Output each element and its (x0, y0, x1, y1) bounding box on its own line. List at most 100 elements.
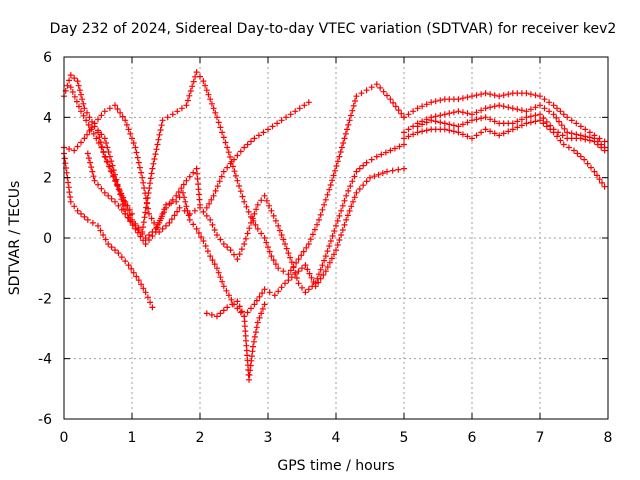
data-point (523, 114, 530, 121)
data-point (307, 236, 314, 243)
data-point (98, 185, 105, 192)
data-point (218, 173, 225, 180)
data-point (299, 284, 305, 291)
data-point (229, 301, 236, 308)
data-point (428, 117, 435, 124)
data-point (384, 168, 390, 175)
data-point (329, 233, 336, 239)
data-point (328, 255, 335, 262)
series-track-d (61, 102, 407, 296)
data-point (95, 116, 101, 123)
data-point (225, 292, 232, 299)
data-point (305, 99, 312, 106)
x-tick-label: 6 (468, 430, 477, 446)
data-point (275, 265, 282, 272)
data-point (148, 170, 155, 177)
data-point (360, 162, 367, 169)
data-point (308, 274, 315, 281)
data-point (133, 273, 140, 280)
data-point (287, 111, 294, 118)
data-point (342, 130, 349, 137)
data-point (500, 92, 507, 99)
data-point (81, 213, 88, 220)
data-point (112, 198, 118, 205)
data-point (560, 111, 567, 118)
data-point (85, 155, 92, 162)
data-point (168, 216, 175, 223)
data-point (391, 145, 398, 152)
data-point (347, 183, 354, 190)
data-point (334, 217, 341, 224)
data-point (118, 254, 125, 261)
data-point (241, 198, 248, 205)
data-point (217, 274, 224, 281)
data-point (200, 78, 207, 85)
y-axis-label: SDTVAR / TECUs (7, 181, 23, 296)
data-point (390, 99, 397, 106)
data-point (292, 108, 299, 115)
data-point (491, 92, 498, 99)
data-point (164, 114, 171, 121)
data-point (64, 82, 71, 89)
data-point (105, 163, 112, 170)
data-point (91, 177, 98, 184)
data-point (594, 141, 601, 148)
data-point (338, 144, 345, 151)
data-point (334, 158, 341, 165)
data-point (193, 225, 200, 232)
data-point (464, 133, 471, 140)
data-point (208, 311, 215, 318)
data-point (169, 196, 176, 203)
data-point (553, 114, 560, 121)
data-point (217, 124, 224, 131)
data-point (138, 281, 145, 288)
data-point (377, 84, 384, 91)
y-tick-label: -6 (38, 412, 52, 428)
data-point (76, 103, 82, 110)
data-point (344, 212, 351, 219)
data-point (143, 204, 150, 211)
data-point (319, 206, 326, 213)
data-point (469, 135, 475, 142)
data-point (203, 212, 210, 219)
data-point (129, 210, 135, 217)
data-point (190, 78, 197, 85)
data-point (263, 239, 270, 246)
data-point (333, 163, 340, 169)
data-point (487, 91, 494, 98)
data-point (432, 118, 439, 125)
data-point (74, 78, 81, 85)
data-point (270, 257, 277, 264)
data-point (341, 135, 348, 142)
data-point (141, 185, 148, 191)
data-point (130, 140, 137, 146)
data-point (532, 104, 539, 111)
data-point (152, 151, 159, 158)
data-point (78, 108, 84, 115)
y-tick-label: 4 (43, 110, 52, 126)
data-point (401, 129, 407, 136)
data-point (237, 148, 244, 155)
data-point (203, 87, 210, 94)
data-point (337, 149, 344, 155)
data-point (505, 91, 512, 98)
data-point (100, 232, 107, 238)
data-point (219, 278, 226, 285)
series-track-f (203, 298, 268, 383)
data-point (215, 119, 222, 126)
data-point (207, 253, 214, 260)
data-point (346, 117, 353, 124)
data-point (119, 113, 126, 120)
data-point (78, 210, 84, 217)
data-point (259, 290, 266, 297)
data-point (306, 270, 313, 277)
data-point (220, 168, 227, 175)
data-point (67, 84, 74, 91)
data-point (282, 241, 288, 247)
data-point (546, 108, 553, 115)
data-point (588, 164, 594, 171)
data-point (211, 261, 218, 268)
data-point (147, 299, 154, 306)
data-point (341, 221, 348, 228)
